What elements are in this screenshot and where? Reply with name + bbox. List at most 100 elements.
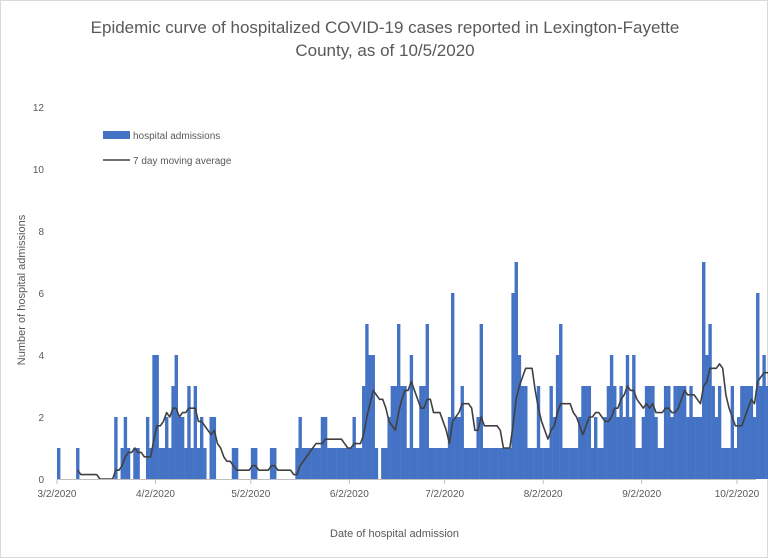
bar — [196, 448, 201, 479]
bar — [234, 448, 239, 479]
bar — [387, 417, 391, 479]
bar — [619, 386, 623, 479]
bar — [457, 417, 461, 479]
bar — [733, 448, 738, 479]
bar — [717, 386, 722, 479]
bar — [390, 386, 395, 479]
bar — [663, 386, 668, 479]
x-tick-label: 7/2/2020 — [425, 489, 464, 500]
bar — [384, 448, 388, 479]
bar — [412, 448, 417, 479]
bar — [600, 448, 604, 479]
bar — [320, 417, 325, 479]
bar — [737, 417, 741, 479]
chart-title: Epidemic curve of hospitalized COVID-19 … — [40, 16, 730, 62]
bar-series — [57, 262, 768, 479]
bar — [358, 448, 363, 479]
bar — [511, 293, 515, 479]
bar — [336, 448, 341, 479]
axes: 0 2 4 6 8 10 12 3/2/2020 4/2/2020 5/2/2020 6/2/202… — [33, 103, 760, 500]
bar — [301, 448, 306, 479]
bar — [330, 448, 334, 479]
bar — [565, 448, 569, 479]
bar — [397, 324, 401, 479]
bar — [657, 448, 661, 479]
y-tick-label: 6 — [38, 289, 44, 300]
bar — [559, 324, 563, 479]
y-tick-label: 2 — [38, 413, 44, 424]
bar — [422, 386, 426, 479]
bar — [711, 386, 715, 479]
bar — [571, 448, 576, 479]
legend-label-admissions: hospital admissions — [133, 131, 220, 142]
bar — [339, 448, 344, 479]
bar — [578, 417, 582, 479]
bar — [482, 448, 487, 479]
bar — [158, 448, 163, 479]
bar — [514, 262, 518, 479]
bar — [349, 448, 353, 479]
y-tick-label: 12 — [33, 103, 45, 114]
bar — [355, 448, 360, 479]
bar — [308, 448, 312, 479]
bar — [727, 448, 731, 479]
x-tick-label: 6/2/2020 — [330, 489, 369, 500]
bar — [174, 355, 178, 479]
bar — [441, 448, 445, 479]
bar — [689, 386, 693, 479]
bar — [539, 448, 544, 479]
bar — [155, 355, 159, 479]
bar — [721, 448, 725, 479]
bar — [254, 448, 258, 479]
bar — [165, 417, 169, 479]
bar — [654, 417, 658, 479]
bar — [533, 448, 538, 479]
bar — [212, 417, 217, 479]
bar — [762, 355, 766, 479]
legend: hospital admissions 7 day moving average — [103, 131, 232, 167]
bar — [587, 386, 592, 479]
y-tick-label: 8 — [38, 227, 44, 238]
bar — [295, 448, 299, 479]
bar — [698, 417, 703, 479]
bar — [527, 448, 531, 479]
moving-average-series — [77, 363, 768, 480]
bar — [520, 386, 525, 479]
bar — [199, 417, 204, 479]
bar — [702, 262, 706, 479]
bar — [682, 386, 687, 479]
bar — [269, 448, 274, 479]
bar — [686, 417, 690, 479]
bar — [187, 386, 191, 479]
bar — [171, 386, 175, 479]
y-tick-label: 0 — [38, 475, 44, 486]
bar — [123, 417, 128, 479]
bar — [298, 417, 302, 479]
bar — [505, 448, 509, 479]
bar — [76, 448, 80, 479]
bar — [323, 417, 328, 479]
y-tick-label: 10 — [33, 165, 45, 176]
bar — [673, 386, 677, 479]
bar — [381, 448, 385, 479]
x-tick-label: 10/2/2020 — [715, 489, 760, 500]
bar — [416, 448, 420, 479]
bar — [451, 293, 455, 479]
bar — [517, 355, 522, 479]
bar — [638, 448, 642, 479]
x-tick-label: 4/2/2020 — [136, 489, 175, 500]
bar — [670, 417, 674, 479]
bar — [431, 448, 436, 479]
bar — [524, 386, 528, 479]
bar — [273, 448, 277, 479]
bar — [327, 448, 331, 479]
bar — [342, 448, 347, 479]
bar — [428, 448, 433, 479]
bar — [250, 448, 255, 479]
moving-average-line — [77, 363, 768, 480]
bar — [495, 448, 499, 479]
bar — [724, 448, 728, 479]
bar — [365, 324, 369, 479]
bar — [632, 355, 636, 479]
